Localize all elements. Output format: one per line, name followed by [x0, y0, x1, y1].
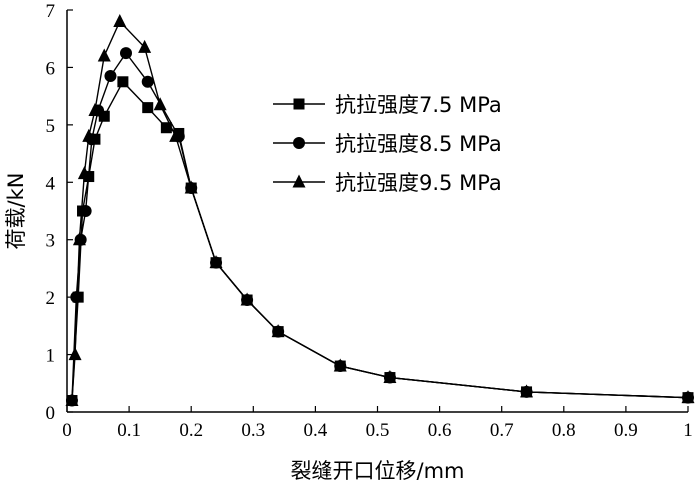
x-tick-label: 0.5 [366, 420, 390, 441]
x-tick-label: 0.6 [428, 420, 452, 441]
data-point [383, 370, 397, 384]
data-point [65, 393, 79, 407]
data-point [104, 70, 117, 83]
data-point [77, 166, 91, 180]
x-tick-label: 0.8 [552, 420, 576, 441]
x-axis-title: 裂缝开口位移/mm [291, 459, 465, 483]
x-tick-label: 0.3 [241, 420, 265, 441]
y-tick-label: 2 [46, 288, 56, 309]
x-tick-label: 0.4 [304, 420, 328, 441]
y-tick-label: 6 [46, 58, 56, 79]
data-point [184, 180, 198, 194]
data-point [117, 76, 129, 88]
data-point [169, 128, 183, 142]
data-point [70, 291, 83, 304]
data-point [98, 110, 110, 122]
legend: 抗拉强度7.5 MPa 抗拉强度8.5 MPa 抗拉强度9.5 MPa [273, 93, 502, 195]
series-layer [65, 13, 695, 407]
plot-frame [66, 10, 688, 413]
x-tick-label: 0.1 [117, 420, 141, 441]
y-tick-label: 3 [46, 231, 56, 252]
data-point [333, 358, 347, 372]
legend-label: 抗拉强度9.5 MPa [335, 171, 502, 195]
data-point [113, 13, 127, 27]
series-3 [65, 13, 695, 407]
x-tick-label: 0.7 [490, 420, 514, 441]
legend-item: 抗拉强度9.5 MPa [273, 171, 502, 195]
data-point [141, 75, 154, 88]
legend-item: 抗拉强度7.5 MPa [273, 93, 502, 117]
x-axis: 0 0.1 0.2 0.3 0.4 0.5 0.6 0.7 0.8 0.9 1 [62, 406, 693, 441]
data-point [97, 48, 111, 62]
x-tick-label: 1 [683, 420, 693, 441]
data-point [160, 122, 172, 134]
data-point [79, 205, 92, 217]
data-point [82, 128, 96, 142]
data-point [72, 232, 86, 246]
data-point [209, 255, 223, 269]
x-tick-label: 0.2 [179, 420, 203, 441]
data-point [68, 347, 82, 361]
x-tick-label: 0 [62, 420, 72, 441]
legend-label: 抗拉强度8.5 MPa [335, 132, 502, 156]
data-point [153, 97, 167, 111]
data-point [681, 390, 695, 404]
data-point [142, 102, 154, 114]
data-point [271, 324, 285, 338]
y-tick-label: 5 [46, 116, 56, 137]
data-point [520, 384, 534, 398]
y-tick-label: 0 [46, 403, 56, 424]
legend-item: 抗拉强度8.5 MPa [273, 132, 502, 156]
data-point [88, 103, 102, 116]
series-1 [66, 76, 694, 407]
series-line [71, 20, 689, 401]
legend-label: 抗拉强度7.5 MPa [335, 93, 502, 117]
x-tick-label: 0.9 [614, 420, 638, 441]
legend-marker [293, 98, 305, 110]
legend-marker [293, 137, 305, 149]
data-point [138, 39, 152, 53]
y-axis: 0 1 2 3 4 5 6 7 [46, 1, 73, 424]
data-point [119, 47, 132, 60]
y-axis-title: 荷载/kN [4, 173, 28, 250]
y-tick-label: 4 [46, 173, 56, 194]
y-tick-label: 1 [46, 346, 56, 367]
y-tick-label: 7 [46, 1, 56, 22]
legend-marker [292, 174, 306, 188]
data-point [240, 292, 254, 306]
